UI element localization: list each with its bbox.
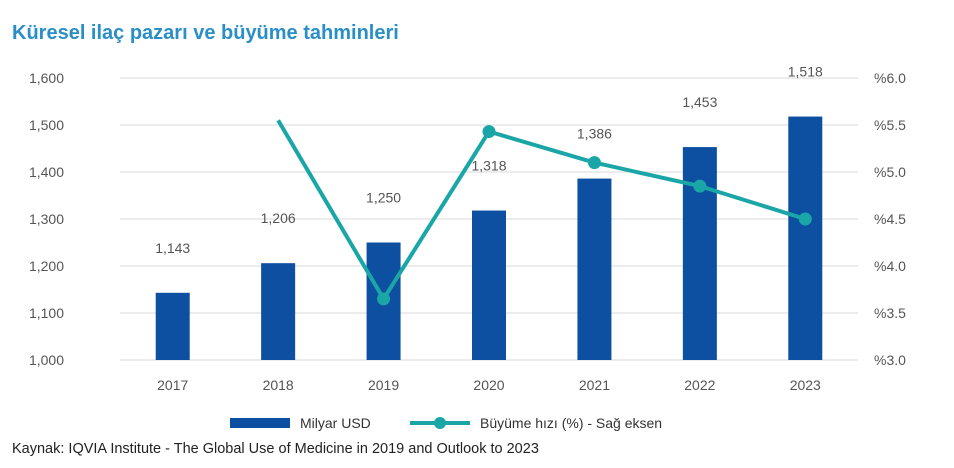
growth-point (587, 156, 601, 170)
bar-value-label: 1,518 (788, 64, 823, 80)
right-axis-tick-label: %3.0 (874, 352, 906, 368)
bar (155, 292, 190, 360)
legend-bar-label: Milyar USD (300, 415, 371, 431)
left-axis-tick-label: 1,500 (29, 117, 64, 133)
bar-value-label: 1,386 (577, 126, 612, 142)
growth-point (693, 179, 707, 193)
left-axis-tick-label: 1,100 (29, 305, 64, 321)
left-axis-tick-label: 1,200 (29, 258, 64, 274)
bar-value-label: 1,250 (366, 190, 401, 206)
bar (472, 210, 506, 360)
bar-series (155, 116, 823, 360)
legend-line-marker (434, 417, 446, 429)
bar-value-label: 1,453 (682, 94, 717, 110)
right-axis-tick-label: %4.0 (874, 258, 906, 274)
bar-data-labels: 1,143 1,206 1,250 1,318 1,386 1,453 1,518 (155, 64, 823, 256)
x-axis-tick-label: 2018 (263, 377, 294, 393)
growth-point (798, 212, 812, 226)
right-axis-tick-label: %4.5 (874, 211, 906, 227)
bar (788, 116, 823, 360)
bar (261, 263, 296, 360)
x-axis-tick-label: 2019 (368, 377, 399, 393)
x-axis-ticks: 2017 2018 2019 2020 2021 2022 2023 (157, 377, 821, 393)
right-axis-tick-label: %5.0 (874, 164, 906, 180)
x-axis-tick-label: 2017 (157, 377, 188, 393)
right-axis-tick-label: %5.5 (874, 117, 906, 133)
x-axis-tick-label: 2020 (473, 377, 504, 393)
left-axis-tick-label: 1,300 (29, 211, 64, 227)
right-axis-tick-label: %6.0 (874, 70, 906, 86)
left-axis-ticks: 1,000 1,100 1,200 1,300 1,400 1,500 1,600 (29, 70, 64, 368)
bar (682, 147, 717, 360)
x-axis-tick-label: 2023 (790, 377, 821, 393)
left-axis-tick-label: 1,400 (29, 164, 64, 180)
bar-value-label: 1,206 (261, 210, 296, 226)
chart-title: Küresel ilaç pazarı ve büyüme tahminleri (12, 22, 399, 44)
growth-line-series (276, 119, 812, 306)
legend-bar-swatch (230, 418, 290, 428)
growth-point (377, 292, 391, 306)
left-axis-tick-label: 1,000 (29, 352, 64, 368)
legend-line-label: Büyüme hızı (%) - Sağ eksen (480, 415, 662, 431)
left-axis-tick-label: 1,600 (29, 70, 64, 86)
right-axis-ticks: %3.0 %3.5 %4.0 %4.5 %5.0 %5.5 %6.0 (874, 70, 906, 368)
legend: Milyar USD Büyüme hızı (%) - Sağ eksen (230, 415, 662, 431)
source-note: Kaynak: IQVIA Institute - The Global Use… (12, 441, 539, 457)
bar (577, 178, 612, 360)
bar-value-label: 1,318 (471, 158, 506, 174)
right-axis-tick-label: %3.5 (874, 305, 906, 321)
x-axis-tick-label: 2022 (684, 377, 715, 393)
growth-line (276, 119, 806, 301)
growth-point (482, 125, 496, 139)
x-axis-tick-label: 2021 (579, 377, 610, 393)
bar-value-label: 1,143 (155, 240, 190, 256)
